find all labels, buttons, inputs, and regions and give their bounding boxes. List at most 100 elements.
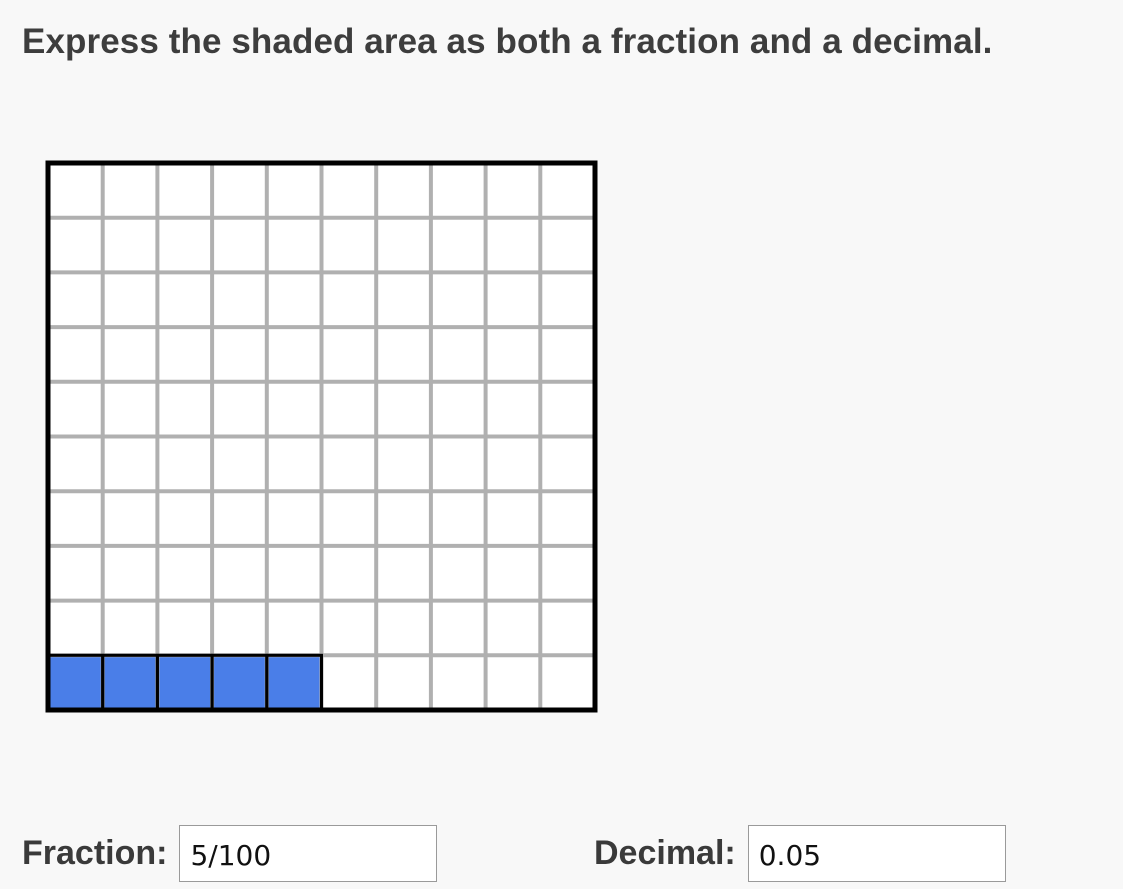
grid-cell bbox=[485, 381, 541, 437]
grid-cell bbox=[321, 272, 377, 328]
grid-cell bbox=[102, 545, 158, 601]
grid-cell bbox=[212, 436, 267, 492]
grid-cell bbox=[102, 600, 158, 656]
grid-cell bbox=[321, 436, 377, 492]
grid-cell bbox=[376, 381, 431, 437]
grid-cell bbox=[48, 381, 103, 437]
fraction-input[interactable] bbox=[179, 824, 438, 882]
shaded-cell bbox=[157, 655, 213, 710]
shaded-cell bbox=[48, 655, 103, 710]
grid-cell bbox=[485, 327, 541, 382]
grid-cell bbox=[540, 491, 595, 546]
grid-cell bbox=[485, 545, 541, 601]
grid-cell bbox=[376, 491, 431, 546]
shaded-cell bbox=[266, 655, 322, 710]
grid-cell bbox=[430, 327, 486, 382]
grid-cell bbox=[430, 655, 486, 710]
grid-cell bbox=[485, 217, 541, 273]
grid-cell bbox=[266, 545, 322, 601]
grid-cell bbox=[540, 163, 595, 218]
grid-cell bbox=[212, 545, 267, 601]
grid-cell bbox=[157, 491, 213, 546]
grid-cell bbox=[266, 272, 322, 328]
grid-cell bbox=[157, 600, 213, 656]
grid-cell bbox=[102, 272, 158, 328]
grid-cell bbox=[430, 272, 486, 328]
shaded-cell bbox=[102, 655, 158, 710]
grid-cell bbox=[376, 327, 431, 382]
grid-cell bbox=[157, 436, 213, 492]
grid-cell bbox=[376, 600, 431, 656]
grid-cell bbox=[212, 217, 267, 273]
grid-cell bbox=[321, 600, 377, 656]
grid-cell bbox=[540, 600, 595, 656]
grid-cell bbox=[102, 491, 158, 546]
decimal-input[interactable] bbox=[747, 824, 1006, 882]
grid-cell bbox=[48, 436, 103, 492]
grid-cell bbox=[321, 381, 377, 437]
grid-cell bbox=[321, 655, 377, 710]
grid-cell bbox=[485, 163, 541, 218]
decimal-answer-row: Decimal: bbox=[594, 824, 1006, 882]
grid-cell bbox=[102, 327, 158, 382]
grid-cell bbox=[376, 655, 431, 710]
grid-cell bbox=[157, 381, 213, 437]
grid-cell bbox=[540, 655, 595, 710]
grid-border bbox=[45, 160, 598, 713]
grid-cell bbox=[430, 163, 486, 218]
grid-cell bbox=[266, 491, 322, 546]
grid-cell bbox=[540, 381, 595, 437]
grid-cell bbox=[540, 436, 595, 492]
grid-cell bbox=[48, 272, 103, 328]
grid-cell bbox=[48, 217, 103, 273]
decimal-label: Decimal: bbox=[594, 833, 736, 872]
grid-cell bbox=[48, 545, 103, 601]
grid-cell bbox=[485, 272, 541, 328]
grid-cell bbox=[376, 217, 431, 273]
grid-cell bbox=[157, 545, 213, 601]
grid-cell bbox=[102, 217, 158, 273]
grid-cell bbox=[485, 491, 541, 546]
grid-cell bbox=[430, 491, 486, 546]
grid-cell bbox=[540, 272, 595, 328]
grid-cell bbox=[102, 436, 158, 492]
grid-cell bbox=[48, 163, 103, 218]
grid-cell bbox=[321, 491, 377, 546]
grid-cell bbox=[157, 327, 213, 382]
grid-cell bbox=[48, 491, 103, 546]
grid-cell bbox=[485, 436, 541, 492]
fraction-answer-row: Fraction: bbox=[22, 824, 438, 882]
grid-cell bbox=[430, 545, 486, 601]
grid-cell bbox=[376, 545, 431, 601]
grid-cell bbox=[102, 381, 158, 437]
grid-cell bbox=[212, 327, 267, 382]
hundred-grid bbox=[45, 160, 598, 713]
grid-cell bbox=[485, 600, 541, 656]
grid-cell bbox=[48, 327, 103, 382]
grid-cell bbox=[212, 272, 267, 328]
shaded-cell bbox=[212, 655, 267, 710]
grid-cell bbox=[430, 436, 486, 492]
grid-cell bbox=[430, 217, 486, 273]
grid-cell bbox=[102, 163, 158, 218]
question-prompt: Express the shaded area as both a fracti… bbox=[22, 22, 993, 61]
grid-cell bbox=[266, 163, 322, 218]
grid-cell bbox=[48, 600, 103, 656]
grid-cell bbox=[376, 272, 431, 328]
grid-cell bbox=[266, 217, 322, 273]
grid-cell bbox=[540, 327, 595, 382]
grid-cell bbox=[157, 163, 213, 218]
grid-cell bbox=[376, 163, 431, 218]
grid-cell bbox=[266, 327, 322, 382]
grid-cell bbox=[321, 217, 377, 273]
hundred-grid-svg bbox=[45, 160, 598, 713]
grid-cell bbox=[212, 381, 267, 437]
grid-cell bbox=[430, 381, 486, 437]
grid-cell bbox=[212, 600, 267, 656]
grid-cell bbox=[212, 491, 267, 546]
grid-cell bbox=[321, 545, 377, 601]
grid-cell bbox=[157, 272, 213, 328]
grid-cell bbox=[321, 327, 377, 382]
grid-cell bbox=[376, 436, 431, 492]
grid-cell bbox=[540, 545, 595, 601]
